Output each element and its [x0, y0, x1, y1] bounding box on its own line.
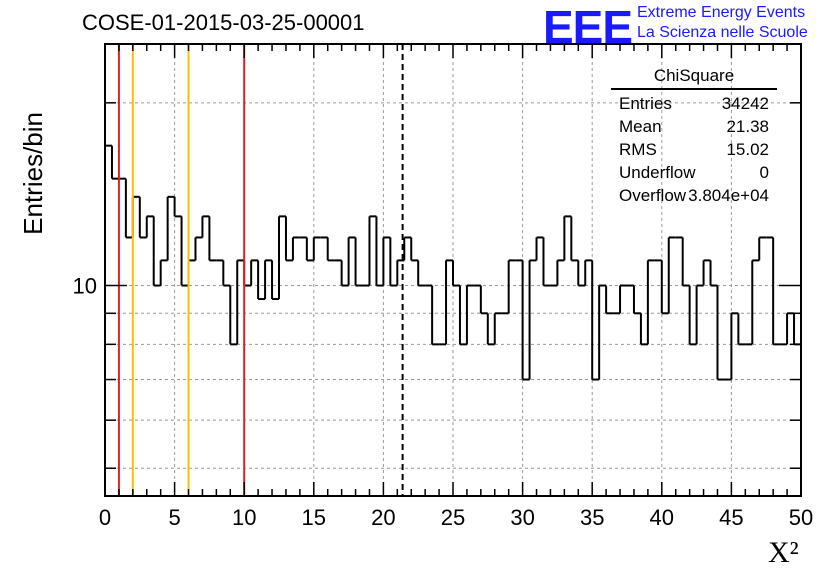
stats-value: 15.02 — [726, 140, 769, 159]
x-tick-label: 10 — [232, 505, 256, 530]
x-tick-label: 25 — [441, 505, 465, 530]
stats-title: ChiSquare — [611, 66, 777, 90]
stats-key: Entries — [619, 94, 672, 113]
reference-lines — [117, 44, 404, 496]
stats-key: Underflow — [619, 163, 696, 182]
x-tick-label: 35 — [580, 505, 604, 530]
stats-row: Underflow 0 — [611, 161, 777, 184]
stats-row: Mean 21.38 — [611, 115, 777, 138]
logo-line-1: Extreme Energy Events — [637, 4, 806, 21]
x-tick-label: 45 — [719, 505, 743, 530]
stats-value: 21.38 — [726, 117, 769, 136]
stats-row: RMS 15.02 — [611, 138, 777, 161]
x-tick-label: 20 — [371, 505, 395, 530]
x-tick-label: 0 — [99, 505, 111, 530]
axis-tick-labels: 0 5 10 15 20 25 30 35 40 45 50 10 — [73, 274, 814, 530]
x-tick-label: 30 — [510, 505, 534, 530]
stats-key: Overflow — [619, 186, 687, 205]
y-axis-label: Entries/bin — [18, 112, 48, 235]
x-axis-label: X² — [768, 536, 799, 569]
x-tick-label: 5 — [168, 505, 180, 530]
x-tick-label: 40 — [650, 505, 674, 530]
x-tick-label: 50 — [789, 505, 813, 530]
stats-key: RMS — [619, 140, 657, 159]
chart-title: COSE-01-2015-03-25-00001 — [82, 10, 365, 35]
stats-value: 0 — [759, 163, 769, 182]
axis-ticks — [104, 44, 802, 496]
x-tick-label: 15 — [302, 505, 326, 530]
logo-line-2: La Scienza nelle Scuole — [637, 24, 808, 41]
stats-row: Entries 34242 — [611, 92, 777, 115]
stats-key: Mean — [619, 117, 662, 136]
stats-value: 3.804e+04 — [688, 186, 769, 205]
eee-logo: EEE — [543, 1, 633, 53]
stats-box: ChiSquare Entries 34242 Mean 21.38 RMS 15.0… — [611, 66, 777, 207]
y-tick-label: 10 — [73, 274, 97, 299]
stats-value: 34242 — [721, 94, 769, 113]
stats-row: Overflow 3.804e+04 — [611, 184, 777, 207]
